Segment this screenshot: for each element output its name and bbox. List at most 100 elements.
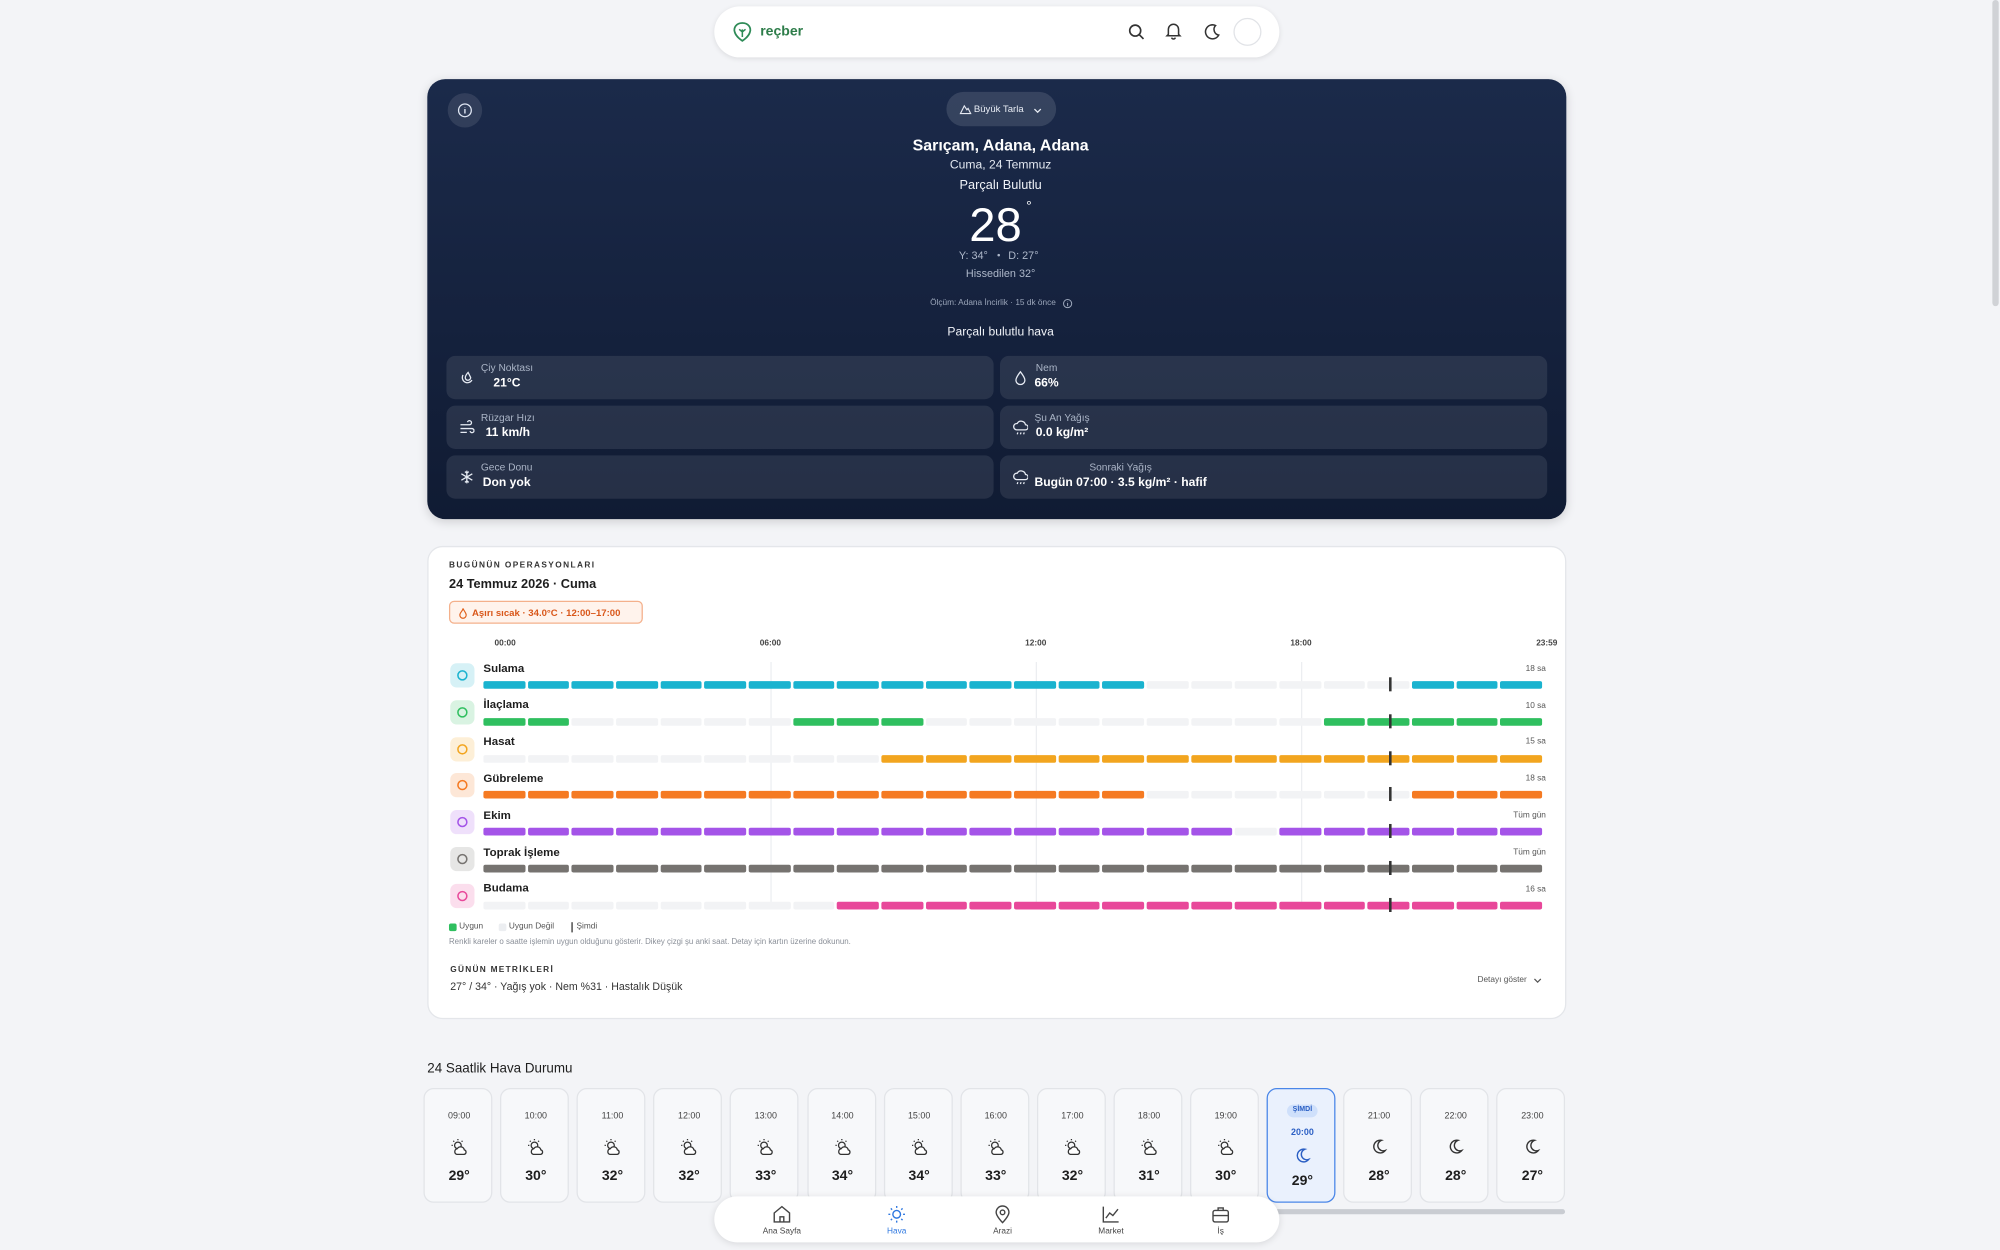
theme-button[interactable] <box>1203 23 1221 41</box>
slot <box>571 791 614 799</box>
slot <box>1456 901 1498 910</box>
hour-card[interactable]: 09:00 29° <box>423 1088 493 1203</box>
axis-label: 12:00 <box>1025 638 1047 648</box>
slot <box>527 717 570 726</box>
nav-label[interactable]: Market <box>1098 1226 1124 1236</box>
field-icon <box>958 103 972 115</box>
hour-icon <box>1216 1138 1236 1157</box>
nav-label[interactable]: Arazi <box>993 1226 1012 1236</box>
slot <box>748 864 791 873</box>
op-icon <box>450 773 475 798</box>
slot <box>571 828 614 836</box>
slot <box>837 681 879 689</box>
hour-temp: 32° <box>1061 1167 1084 1184</box>
slot <box>616 828 658 836</box>
hour-card[interactable]: 18:00 31° <box>1113 1088 1183 1203</box>
hour-card[interactable]: 21:00 28° <box>1343 1088 1413 1203</box>
slot <box>837 754 879 763</box>
hour-card[interactable]: 22:00 28° <box>1420 1088 1489 1203</box>
metric-label: Sonraki Yağış <box>1089 461 1152 474</box>
slot <box>1279 754 1322 763</box>
hour-card[interactable]: 11:00 32° <box>576 1088 646 1203</box>
hour-time: 20:00 <box>1290 1128 1314 1138</box>
legend-available: Uygun <box>459 921 484 931</box>
field-selector[interactable]: Büyük Tarla <box>945 91 1056 127</box>
metric-text: Nem 66% <box>1034 362 1058 390</box>
grid-line <box>770 661 772 910</box>
slot <box>1279 717 1322 726</box>
slot <box>1323 864 1366 873</box>
slot <box>1058 901 1100 910</box>
metric-label: Nem <box>1035 362 1058 374</box>
op-icon <box>450 810 475 835</box>
slot <box>660 717 702 726</box>
hour-card[interactable]: 14:00 34° <box>806 1088 876 1203</box>
hour-card[interactable]: 23:00 27° <box>1496 1088 1566 1203</box>
hour-card[interactable]: ŞİMDİ 20:00 29° <box>1266 1088 1336 1203</box>
nav-icon[interactable] <box>1101 1204 1121 1224</box>
hour-temp: 32° <box>601 1167 624 1184</box>
hour-temp: 34° <box>831 1167 854 1184</box>
slot <box>660 791 702 799</box>
slot <box>1500 828 1543 836</box>
metric-icon <box>1013 469 1029 485</box>
slot <box>704 681 747 689</box>
op-name: İlaçlama <box>483 698 529 711</box>
slot <box>1014 754 1056 763</box>
nav-icon[interactable] <box>992 1204 1012 1224</box>
nav-label[interactable]: Ana Sayfa <box>762 1226 802 1236</box>
slot <box>1412 828 1454 836</box>
slot <box>1146 681 1189 689</box>
slot <box>1102 791 1145 799</box>
slot <box>483 717 526 726</box>
slot <box>969 791 1012 799</box>
slot <box>881 681 924 689</box>
metric-icon <box>459 469 474 484</box>
nav-icon[interactable] <box>886 1204 906 1224</box>
notifications-button[interactable] <box>1165 22 1183 41</box>
slot <box>1014 791 1056 799</box>
nav-label[interactable]: İş <box>1217 1226 1224 1236</box>
hour-temp: 32° <box>678 1167 700 1184</box>
bottom-nav: Ana Sayfa Hava Arazi Market İş <box>714 1196 1280 1243</box>
hour-icon <box>1062 1138 1082 1157</box>
slot <box>1500 754 1543 763</box>
slot <box>1367 828 1410 836</box>
summary: Parçalı bulutlu hava <box>947 325 1054 340</box>
op-duration: 15 sa <box>1525 737 1546 747</box>
slot <box>1146 754 1189 763</box>
op-name: Hasat <box>483 734 515 748</box>
slot <box>925 791 968 799</box>
slot <box>704 791 747 799</box>
hour-card[interactable]: 12:00 32° <box>653 1088 723 1203</box>
search-button[interactable] <box>1128 23 1146 41</box>
slot <box>792 681 835 689</box>
hour-card[interactable]: 16:00 33° <box>960 1088 1029 1203</box>
slot <box>1014 901 1056 910</box>
grid-line <box>1301 661 1303 910</box>
slot <box>704 901 747 910</box>
avatar[interactable] <box>1233 17 1262 46</box>
slot <box>1190 681 1233 689</box>
slot <box>925 864 968 873</box>
low-temp: D: 27° <box>1008 248 1039 262</box>
metric-label: Rüzgar Hızı <box>480 411 535 424</box>
slot <box>1058 754 1100 763</box>
details-toggle[interactable]: Detayı göster <box>1477 975 1527 985</box>
condition: Parçalı Bulutlu <box>959 178 1042 193</box>
nav-label[interactable]: Hava <box>886 1226 907 1236</box>
slot <box>616 754 658 763</box>
hour-card[interactable]: 19:00 30° <box>1190 1088 1259 1203</box>
hour-card[interactable]: 15:00 34° <box>883 1088 953 1203</box>
hour-card[interactable]: 13:00 33° <box>730 1088 799 1203</box>
hour-icon <box>449 1138 469 1157</box>
measurement: Ölçüm: Adana İncirlik · 15 dk önce <box>930 298 1056 308</box>
info-button[interactable] <box>447 93 483 128</box>
hour-card[interactable]: 10:00 30° <box>500 1088 569 1203</box>
nav-icon[interactable] <box>772 1204 792 1224</box>
slot <box>969 901 1012 910</box>
hour-card[interactable]: 17:00 32° <box>1036 1088 1106 1203</box>
slot <box>616 681 658 689</box>
nav-icon[interactable] <box>1210 1204 1230 1224</box>
